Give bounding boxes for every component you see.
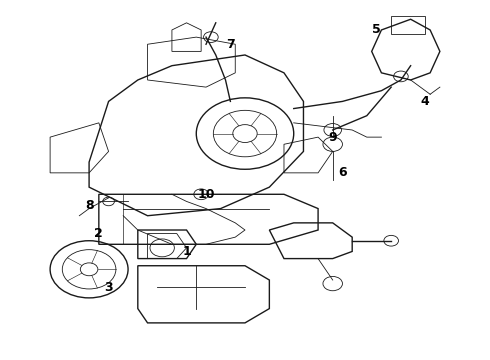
Text: 1: 1	[182, 245, 191, 258]
Text: 10: 10	[197, 188, 215, 201]
Text: 2: 2	[95, 227, 103, 240]
Text: 7: 7	[226, 38, 235, 51]
Text: 9: 9	[328, 131, 337, 144]
Text: 5: 5	[372, 23, 381, 36]
Text: 8: 8	[85, 198, 94, 212]
Text: 3: 3	[104, 281, 113, 294]
Text: 4: 4	[421, 95, 430, 108]
Text: 6: 6	[338, 166, 347, 179]
